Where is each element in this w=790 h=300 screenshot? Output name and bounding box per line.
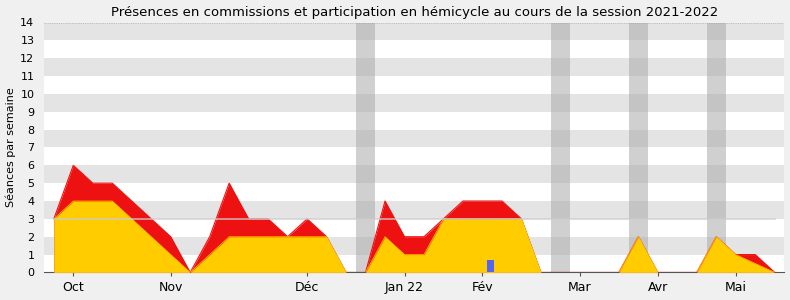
Bar — [44, 237, 784, 255]
Bar — [629, 22, 648, 272]
Bar — [44, 58, 784, 76]
Bar — [551, 22, 570, 272]
Bar — [44, 130, 784, 148]
Bar — [44, 22, 784, 40]
Title: Présences en commissions et participation en hémicycle au cours de la session 20: Présences en commissions et participatio… — [111, 6, 718, 19]
Bar — [44, 148, 784, 165]
Bar — [356, 22, 375, 272]
Y-axis label: Séances par semaine: Séances par semaine — [6, 88, 16, 207]
Bar — [44, 76, 784, 94]
Bar — [44, 40, 784, 58]
Bar — [44, 112, 784, 130]
Bar — [44, 255, 784, 272]
Bar — [44, 165, 784, 183]
Bar — [44, 219, 784, 237]
Bar — [487, 260, 494, 272]
Bar — [706, 22, 726, 272]
Bar — [44, 183, 784, 201]
Bar — [44, 94, 784, 112]
Bar — [44, 201, 784, 219]
